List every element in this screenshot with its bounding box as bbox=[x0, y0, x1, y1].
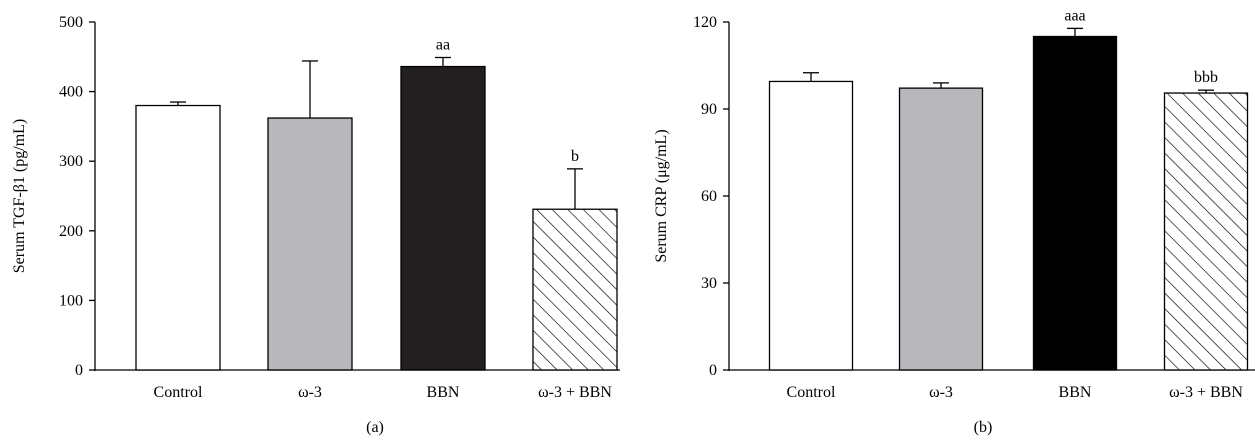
y-tick-label: 0 bbox=[709, 362, 717, 379]
bar bbox=[898, 87, 984, 371]
y-tick-label: 0 bbox=[75, 362, 83, 379]
x-tick-label: Control bbox=[787, 384, 836, 401]
bar bbox=[267, 117, 353, 371]
significance-label: aa bbox=[436, 36, 450, 53]
y-tick-label: 400 bbox=[59, 84, 83, 101]
y-tick-label: 200 bbox=[59, 223, 83, 240]
x-tick-label: ω-3 + BBN bbox=[1169, 384, 1243, 401]
x-tick-label: BBN bbox=[427, 384, 460, 401]
significance-label: aaa bbox=[1064, 7, 1085, 24]
chart-panel-a: 0 100 200 300 400 500 Serum TGF-β1 (pg/mL) Cont… bbox=[11, 14, 620, 436]
bar bbox=[1032, 35, 1118, 371]
x-tick-label: ω-3 bbox=[298, 384, 322, 401]
y-tick-label: 120 bbox=[693, 14, 717, 31]
y-tick-label: 90 bbox=[701, 101, 717, 118]
x-tick-label: BBN bbox=[1059, 384, 1092, 401]
bar bbox=[1163, 92, 1249, 371]
y-tick-label: 60 bbox=[701, 188, 717, 205]
x-tick-label: ω-3 bbox=[929, 384, 953, 401]
y-axis-title: Serum CRP (μg/mL) bbox=[653, 129, 670, 262]
y-axis-title: Serum TGF-β1 (pg/mL) bbox=[11, 119, 28, 274]
bar bbox=[135, 104, 221, 371]
significance-label: bbb bbox=[1194, 69, 1218, 86]
y-tick-label: 30 bbox=[701, 275, 717, 292]
bar bbox=[400, 65, 486, 371]
x-tick-label: ω-3 + BBN bbox=[538, 384, 612, 401]
x-tick-label: Control bbox=[154, 384, 203, 401]
y-tick-label: 100 bbox=[59, 292, 83, 309]
y-tick-label: 300 bbox=[59, 153, 83, 170]
chart-panel-b: 0 30 60 90 120 Serum CRP (μg/mL) Control ω-3 BBN… bbox=[653, 7, 1255, 436]
panel-label: (a) bbox=[366, 419, 384, 436]
panel-label: (b) bbox=[974, 419, 993, 436]
bar bbox=[532, 208, 618, 371]
bar bbox=[768, 80, 854, 371]
significance-label: b bbox=[571, 148, 579, 165]
y-tick-label: 500 bbox=[59, 14, 83, 31]
